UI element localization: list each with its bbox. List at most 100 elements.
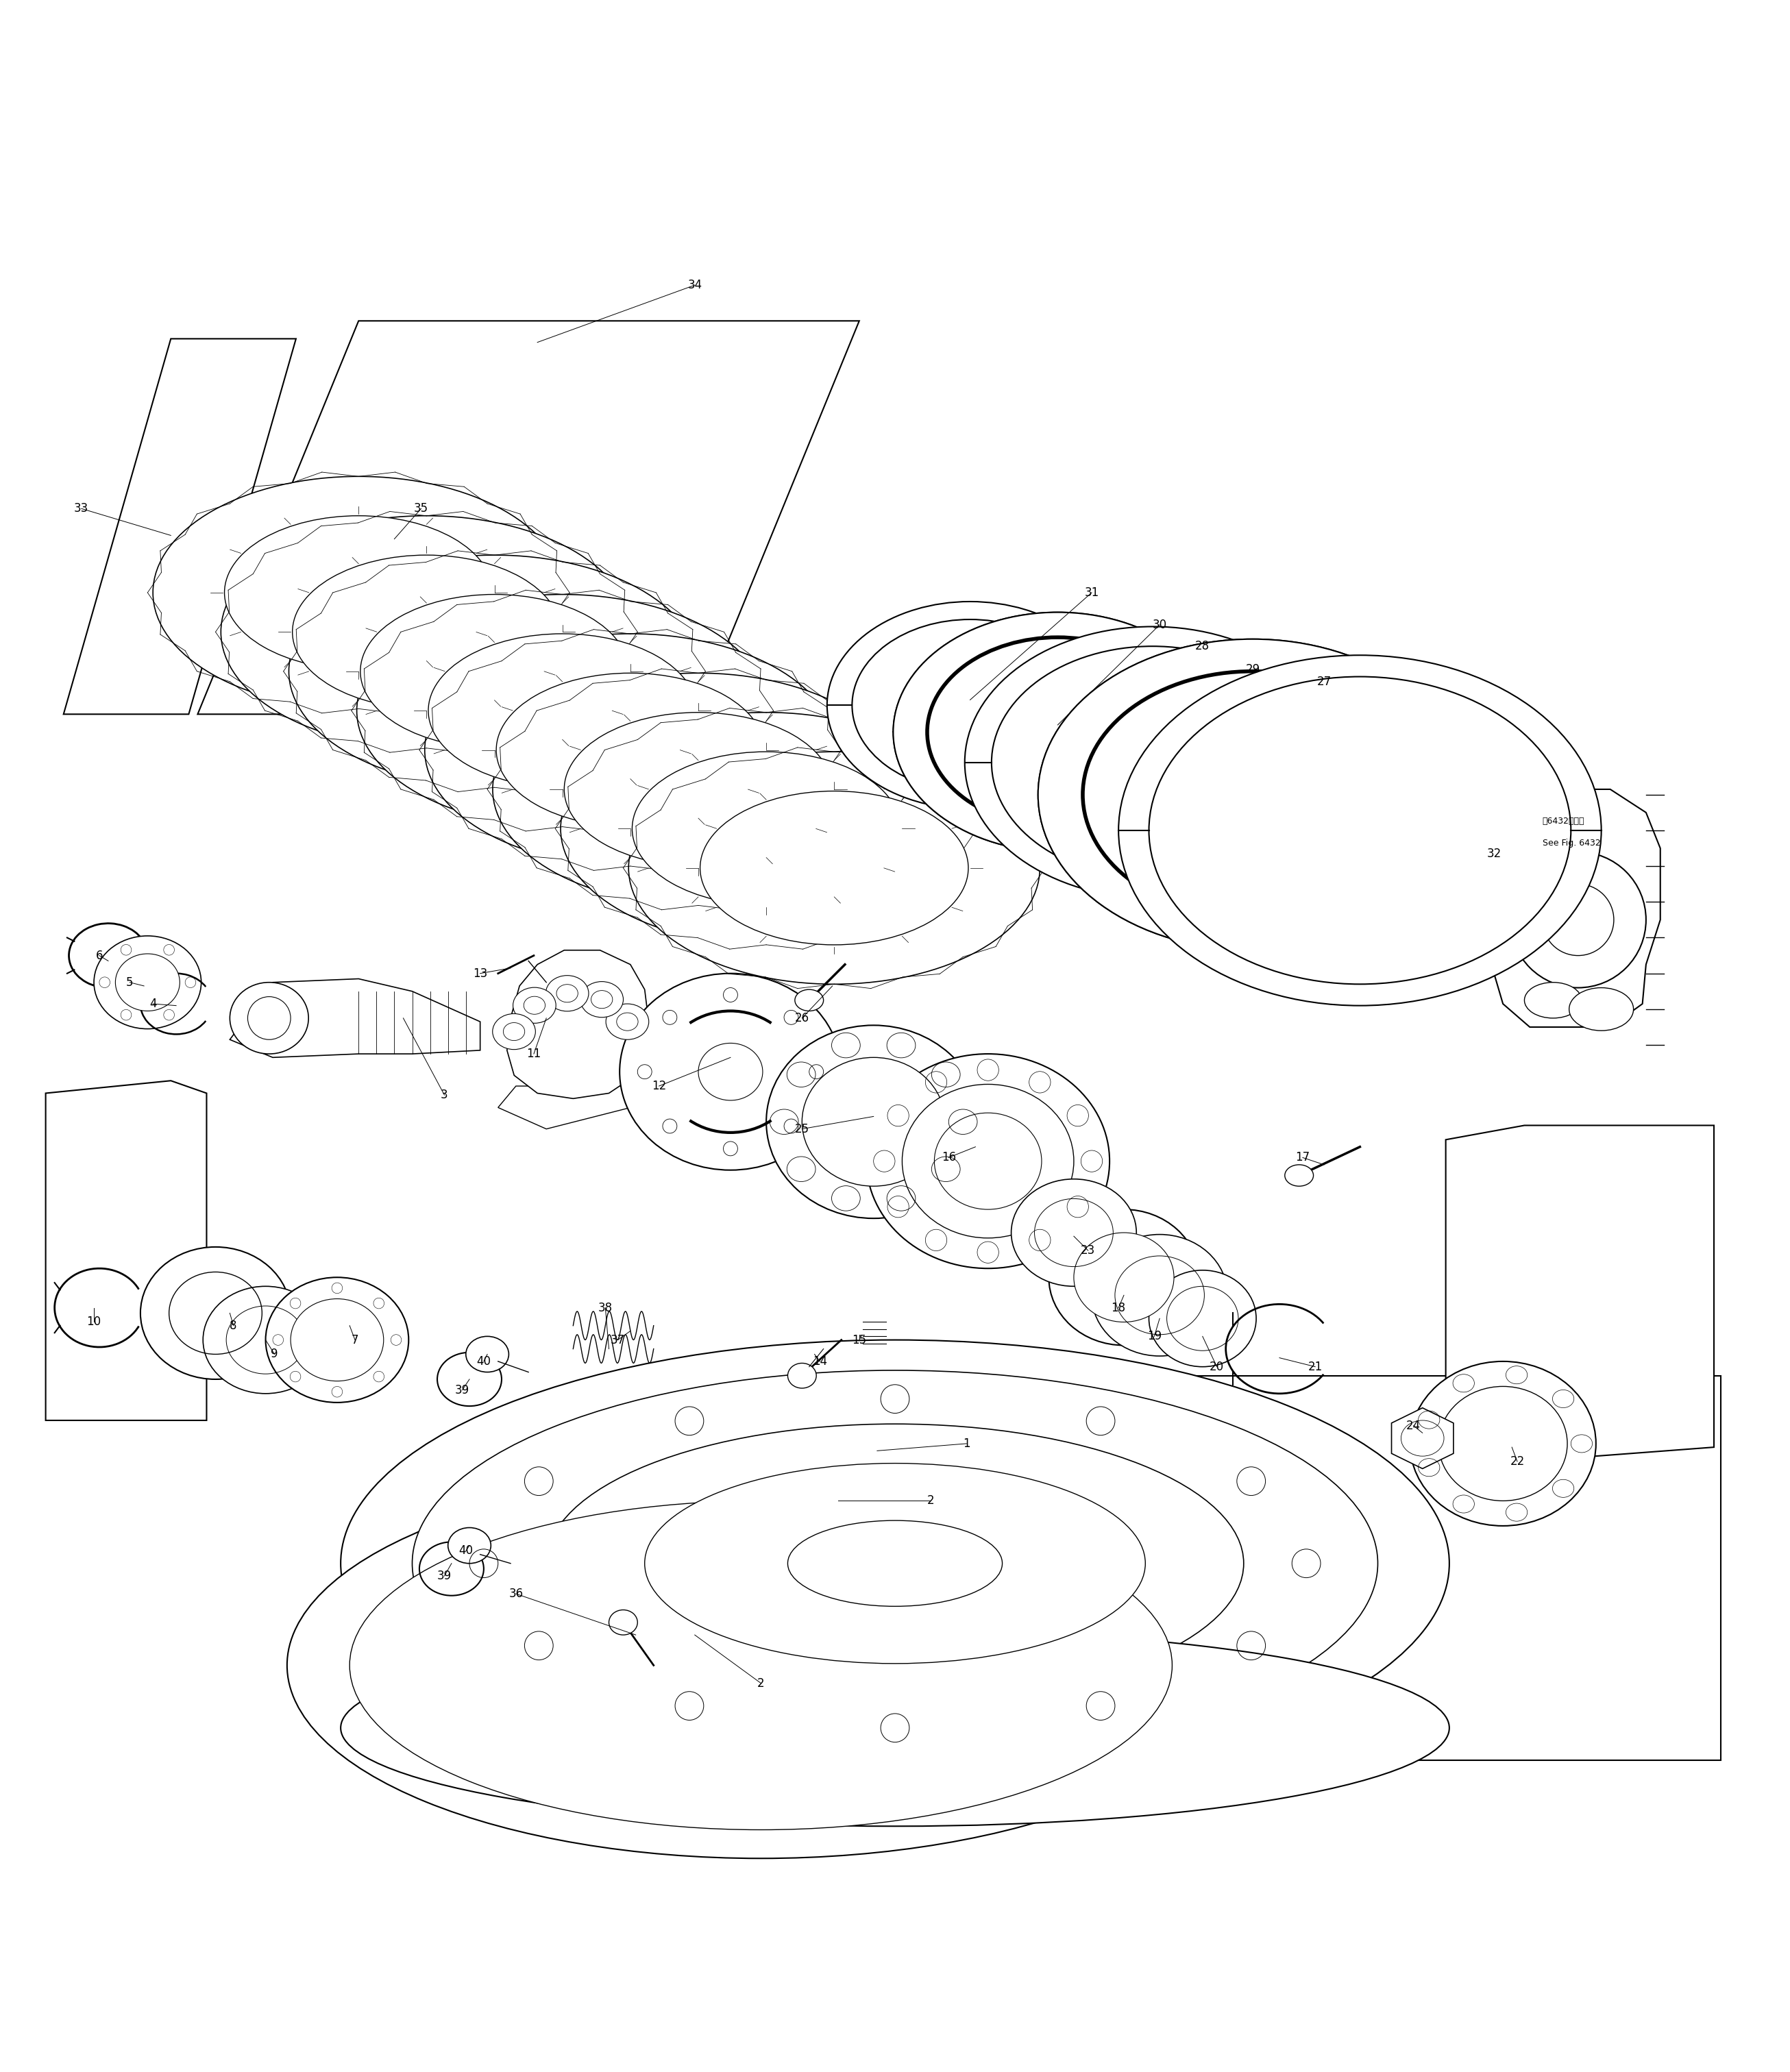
Text: 39: 39 xyxy=(437,1571,451,1583)
Ellipse shape xyxy=(340,1629,1450,1825)
Ellipse shape xyxy=(852,620,1088,792)
Ellipse shape xyxy=(1119,655,1602,1005)
Ellipse shape xyxy=(766,1026,981,1218)
Text: 27: 27 xyxy=(1317,675,1332,688)
Ellipse shape xyxy=(465,1336,508,1372)
Text: 30: 30 xyxy=(1153,620,1167,632)
Text: 8: 8 xyxy=(229,1320,236,1332)
Ellipse shape xyxy=(1149,678,1572,984)
Ellipse shape xyxy=(1067,661,1439,928)
Ellipse shape xyxy=(619,974,841,1171)
Ellipse shape xyxy=(265,1276,408,1403)
Ellipse shape xyxy=(152,477,564,709)
Ellipse shape xyxy=(229,982,308,1055)
Ellipse shape xyxy=(93,937,200,1030)
Ellipse shape xyxy=(1049,1210,1199,1345)
Ellipse shape xyxy=(644,1463,1146,1664)
Text: 7: 7 xyxy=(351,1334,358,1347)
Ellipse shape xyxy=(290,1299,383,1382)
Text: 4: 4 xyxy=(149,997,156,1009)
Text: 6: 6 xyxy=(95,949,102,961)
Ellipse shape xyxy=(1149,1270,1257,1368)
Ellipse shape xyxy=(628,752,1040,984)
Text: See Fig. 6432: See Fig. 6432 xyxy=(1543,839,1600,847)
Ellipse shape xyxy=(428,634,696,787)
Polygon shape xyxy=(1110,1376,1722,1759)
Ellipse shape xyxy=(632,752,900,905)
Text: 16: 16 xyxy=(942,1152,956,1164)
Ellipse shape xyxy=(1092,1235,1228,1355)
Ellipse shape xyxy=(496,673,764,827)
Ellipse shape xyxy=(560,713,972,945)
Text: 33: 33 xyxy=(73,501,90,514)
Text: 39: 39 xyxy=(455,1384,469,1397)
Text: 10: 10 xyxy=(86,1316,102,1328)
Text: 3: 3 xyxy=(440,1088,448,1100)
Ellipse shape xyxy=(992,646,1314,879)
Text: 36: 36 xyxy=(508,1587,523,1600)
Ellipse shape xyxy=(902,1084,1074,1239)
Polygon shape xyxy=(1446,1125,1715,1461)
Text: 2: 2 xyxy=(927,1494,934,1506)
Polygon shape xyxy=(1432,860,1482,908)
Text: 40: 40 xyxy=(476,1355,490,1368)
Text: 38: 38 xyxy=(598,1301,612,1314)
Ellipse shape xyxy=(492,1013,535,1051)
Ellipse shape xyxy=(412,1370,1378,1757)
Ellipse shape xyxy=(1285,1164,1314,1185)
Ellipse shape xyxy=(1038,638,1468,951)
Ellipse shape xyxy=(286,1473,1235,1859)
Ellipse shape xyxy=(202,1287,328,1394)
Ellipse shape xyxy=(927,638,1189,827)
Text: 18: 18 xyxy=(1112,1301,1126,1314)
Ellipse shape xyxy=(1525,982,1582,1017)
Polygon shape xyxy=(507,951,648,1098)
Ellipse shape xyxy=(424,634,836,866)
Ellipse shape xyxy=(788,1363,816,1388)
Polygon shape xyxy=(229,978,480,1057)
Text: 15: 15 xyxy=(852,1334,866,1347)
Ellipse shape xyxy=(700,792,968,945)
Ellipse shape xyxy=(1439,1386,1568,1500)
Text: 34: 34 xyxy=(687,280,702,292)
Text: 28: 28 xyxy=(1196,640,1210,653)
Text: 5: 5 xyxy=(125,976,132,988)
Ellipse shape xyxy=(220,516,632,748)
Text: 29: 29 xyxy=(1246,663,1260,675)
Ellipse shape xyxy=(1411,1361,1597,1525)
Text: 22: 22 xyxy=(1511,1455,1525,1467)
Polygon shape xyxy=(1495,789,1661,1028)
Text: 12: 12 xyxy=(652,1080,666,1092)
Ellipse shape xyxy=(564,713,832,866)
Ellipse shape xyxy=(866,1055,1110,1268)
Ellipse shape xyxy=(224,516,492,669)
Text: 2: 2 xyxy=(757,1676,764,1689)
Text: 24: 24 xyxy=(1407,1419,1421,1432)
Polygon shape xyxy=(63,338,295,715)
Ellipse shape xyxy=(893,613,1223,852)
Ellipse shape xyxy=(893,613,1223,852)
Text: 23: 23 xyxy=(1081,1245,1095,1258)
Ellipse shape xyxy=(827,601,1113,808)
Text: 19: 19 xyxy=(1147,1330,1162,1343)
Text: 21: 21 xyxy=(1308,1361,1323,1374)
Ellipse shape xyxy=(934,1113,1042,1210)
Ellipse shape xyxy=(965,626,1341,899)
Ellipse shape xyxy=(1570,988,1634,1030)
Ellipse shape xyxy=(1074,1233,1174,1322)
Ellipse shape xyxy=(349,1500,1172,1830)
Ellipse shape xyxy=(605,1003,648,1040)
Ellipse shape xyxy=(448,1527,490,1564)
Ellipse shape xyxy=(288,555,700,787)
Ellipse shape xyxy=(795,990,823,1011)
Ellipse shape xyxy=(1083,671,1423,918)
Ellipse shape xyxy=(546,1423,1244,1703)
Ellipse shape xyxy=(698,1042,763,1100)
Ellipse shape xyxy=(802,1057,945,1185)
Text: 31: 31 xyxy=(1085,586,1099,599)
Text: 40: 40 xyxy=(458,1546,473,1556)
Ellipse shape xyxy=(1038,638,1468,951)
Text: 25: 25 xyxy=(795,1123,809,1135)
Ellipse shape xyxy=(356,595,768,827)
Ellipse shape xyxy=(546,976,589,1011)
